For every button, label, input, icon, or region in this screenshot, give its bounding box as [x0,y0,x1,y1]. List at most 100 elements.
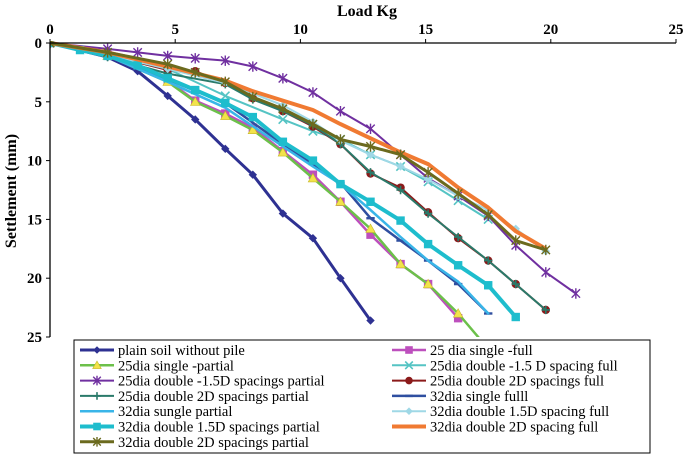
data-point [248,61,258,72]
series-line [50,42,577,295]
legend-label: 25dia double 2D spacings full [430,374,604,390]
y-tick-label: 25 [27,330,42,346]
data-point [190,67,200,78]
x-tick-label: 25 [669,22,684,38]
x-tick-label: 5 [171,22,179,38]
legend-marker [92,375,102,386]
series-line [50,42,547,311]
data-point [220,91,231,101]
series-2 [50,41,463,323]
legend-entry: 32dia sungle partial [80,404,232,420]
y-tick-label: 5 [35,95,43,111]
data-point [396,239,405,242]
legend-label: 32dia double 1.5D spacings partial [118,420,320,436]
data-point [163,74,172,83]
data-point [395,258,406,269]
data-point [248,170,258,179]
legend: plain soil without pile 25 dia single -fu… [73,339,651,454]
legend-label: 32dia sungle partial [118,404,232,420]
y-tick-label: 0 [35,36,43,52]
legend-marker [405,376,413,385]
data-point [278,73,288,84]
legend-label: 25 dia single -full [430,343,533,359]
data-point [452,308,464,318]
data-point [453,232,463,242]
legend-entry: 25dia single -partial [80,358,234,374]
series-line [50,41,372,322]
data-point [335,196,346,206]
legend-marker [92,360,102,369]
legend-entry: 25dia double -1.5D spacings partial [80,374,325,390]
data-point [102,47,113,58]
data-point [308,234,318,243]
data-point [511,279,520,289]
legend-marker [405,394,413,398]
data-point [190,53,200,64]
data-point [307,172,319,183]
data-point [132,47,143,58]
data-point [484,281,493,290]
data-point [308,118,318,130]
data-point [336,179,345,189]
data-point [220,76,230,88]
series-line [50,42,547,311]
data-point [163,91,172,101]
data-point [221,144,230,154]
legend-entry: 32dia double 1.5D spacing full [392,404,609,420]
series-line [50,42,547,253]
data-point [75,45,85,55]
legend-entry: 32dia double 2D spacing full [392,420,598,436]
series-9 [50,41,490,315]
data-point [423,239,433,249]
axes-group: 0 5 10 15 20 25 0 5 10 15 20 25 [27,22,684,346]
data-point [541,305,550,315]
data-point [162,58,173,70]
x-tick-label: 10 [293,22,308,38]
data-point [511,312,520,322]
y-tick-label: 10 [27,154,42,170]
data-point [220,55,230,66]
data-point [366,230,375,239]
series-13 [50,41,551,256]
data-point [483,209,493,220]
series-7 [50,41,550,315]
legend-entry: 32dia double 1.5D spacings partial [80,420,320,436]
legend-marker [93,422,101,431]
legend-marker [92,437,102,447]
data-point [191,85,200,95]
data-point [366,217,375,220]
legend-marker [93,346,101,354]
data-point [336,274,345,283]
legend-entry: 25dia double 2D spacings full [392,374,604,390]
series-10 [50,41,550,256]
data-point [453,188,463,199]
data-point [365,141,376,152]
series-12 [50,41,548,251]
legend-label: 32dia double 2D spacing full [430,420,598,436]
y-axis-title: Settlement (mm) [3,134,20,248]
series-line [50,41,548,252]
data-point [220,110,231,120]
data-point [366,150,375,159]
legend-entry: 25dia double -1.5 D spacing full [392,358,618,374]
series-line [50,41,460,320]
legend-entry: 25 dia single -full [392,343,533,359]
data-point [541,244,551,256]
data-point [335,106,346,117]
legend-entry: 32dia single fulll [392,389,528,405]
data-point [248,112,258,122]
plot-series-group [50,41,581,337]
legend-label: 32dia double 2D spacings partial [118,435,309,451]
data-point [365,223,376,233]
series-6 [50,41,550,315]
data-point [395,149,406,160]
data-point [366,197,375,206]
legend-box [73,339,651,454]
data-point [365,123,376,135]
series-line [50,41,490,315]
data-point [366,316,375,325]
data-point [221,98,230,108]
data-point [396,162,405,171]
legend-marker [405,407,413,415]
